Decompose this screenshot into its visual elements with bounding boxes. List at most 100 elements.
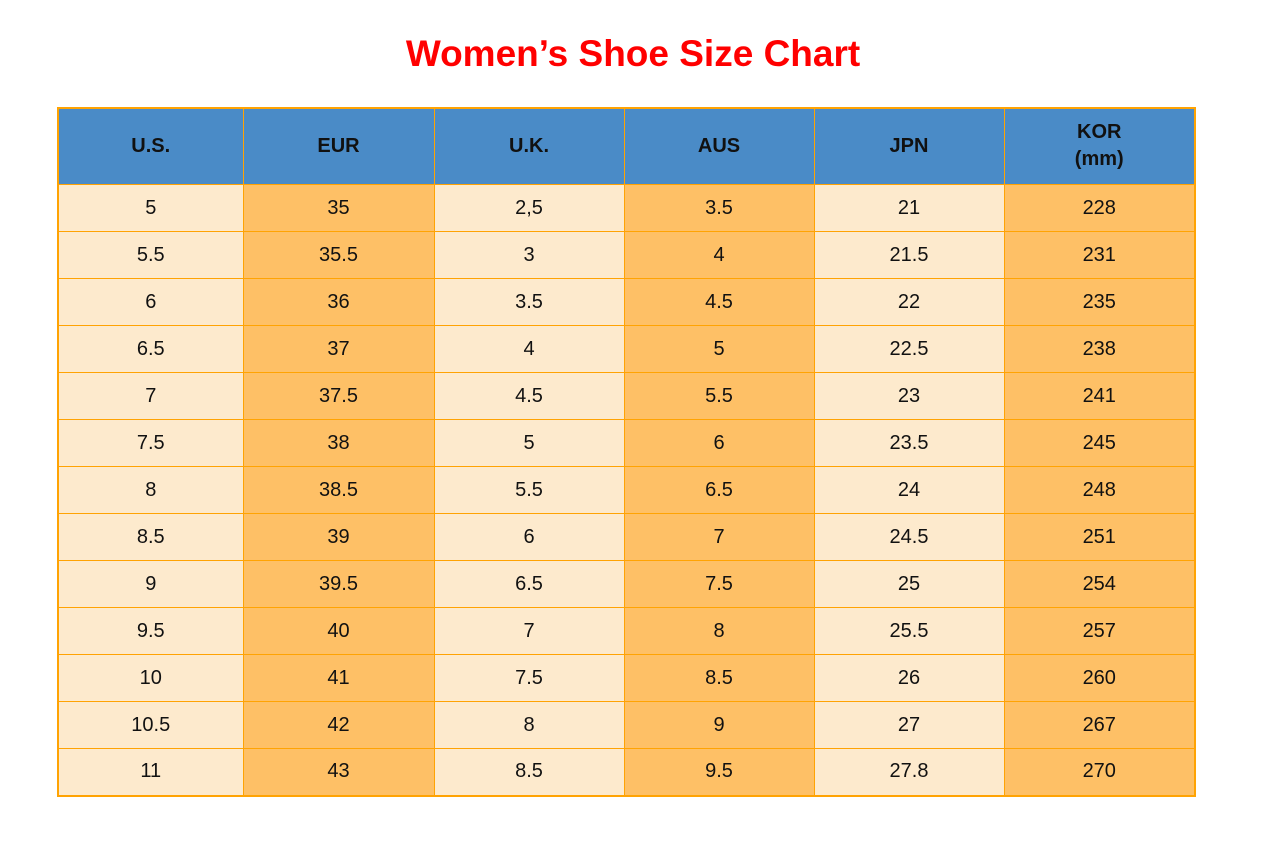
cell-uk: 4	[433, 325, 625, 374]
cell-aus: 8.5	[623, 654, 815, 703]
cell-uk: 4.5	[433, 372, 625, 421]
table-row: 6 36 3.5 4.5 22 235	[57, 278, 1196, 327]
header-cell-aus: AUS	[623, 107, 815, 186]
cell-kor: 267	[1003, 701, 1196, 750]
cell-aus: 5	[623, 325, 815, 374]
cell-aus: 4.5	[623, 278, 815, 327]
cell-eur: 39	[242, 513, 435, 562]
cell-us: 5	[57, 184, 244, 233]
table-row: 7 37.5 4.5 5.5 23 241	[57, 372, 1196, 421]
shoe-size-table: U.S. EUR U.K. AUS JPN KOR (mm) 5 35 2,5 3.5 21 228 5…	[57, 106, 1196, 797]
header-cell-eur: EUR	[242, 107, 435, 186]
cell-us: 8.5	[57, 513, 244, 562]
cell-eur: 39.5	[242, 560, 435, 609]
cell-aus: 4	[623, 231, 815, 280]
cell-kor: 257	[1003, 607, 1196, 656]
table-row: 6.5 37 4 5 22.5 238	[57, 325, 1196, 374]
cell-jpn: 23.5	[813, 419, 1005, 468]
cell-jpn: 27.8	[813, 748, 1005, 797]
cell-kor: 228	[1003, 184, 1196, 233]
page-title: Women’s Shoe Size Chart	[405, 33, 861, 74]
cell-jpn: 25.5	[813, 607, 1005, 656]
cell-uk: 2,5	[433, 184, 625, 233]
cell-uk: 7.5	[433, 654, 625, 703]
header-sublabel: (mm)	[1074, 148, 1124, 171]
header-label: KOR	[1077, 121, 1122, 144]
cell-kor: 270	[1003, 748, 1196, 797]
cell-kor: 231	[1003, 231, 1196, 280]
table-header: U.S. EUR U.K. AUS JPN KOR (mm)	[57, 107, 1196, 186]
cell-us: 6	[57, 278, 244, 327]
cell-kor: 235	[1003, 278, 1196, 327]
header-cell-uk: U.K.	[433, 107, 625, 186]
cell-eur: 38	[242, 419, 435, 468]
cell-jpn: 24	[813, 466, 1005, 515]
table-row: 11 43 8.5 9.5 27.8 270	[57, 748, 1196, 797]
cell-uk: 5	[433, 419, 625, 468]
table-row: 7.5 38 5 6 23.5 245	[57, 419, 1196, 468]
cell-aus: 7.5	[623, 560, 815, 609]
cell-jpn: 22.5	[813, 325, 1005, 374]
cell-eur: 38.5	[242, 466, 435, 515]
cell-kor: 254	[1003, 560, 1196, 609]
cell-kor: 238	[1003, 325, 1196, 374]
cell-eur: 36	[242, 278, 435, 327]
cell-us: 9	[57, 560, 244, 609]
cell-us: 5.5	[57, 231, 244, 280]
cell-uk: 8.5	[433, 748, 625, 797]
table-row: 5.5 35.5 3 4 21.5 231	[57, 231, 1196, 280]
header-row: U.S. EUR U.K. AUS JPN KOR (mm)	[57, 107, 1196, 186]
cell-eur: 35.5	[242, 231, 435, 280]
cell-us: 8	[57, 466, 244, 515]
table-row: 8 38.5 5.5 6.5 24 248	[57, 466, 1196, 515]
cell-aus: 6	[623, 419, 815, 468]
cell-uk: 5.5	[433, 466, 625, 515]
cell-kor: 245	[1003, 419, 1196, 468]
cell-us: 7	[57, 372, 244, 421]
cell-kor: 260	[1003, 654, 1196, 703]
table-row: 10.5 42 8 9 27 267	[57, 701, 1196, 750]
cell-uk: 6	[433, 513, 625, 562]
cell-aus: 3.5	[623, 184, 815, 233]
cell-jpn: 24.5	[813, 513, 1005, 562]
header-cell-us: U.S.	[57, 107, 244, 186]
cell-eur: 37	[242, 325, 435, 374]
cell-us: 10.5	[57, 701, 244, 750]
cell-us: 10	[57, 654, 244, 703]
table-row: 9.5 40 7 8 25.5 257	[57, 607, 1196, 656]
cell-jpn: 25	[813, 560, 1005, 609]
cell-eur: 42	[242, 701, 435, 750]
cell-eur: 43	[242, 748, 435, 797]
cell-aus: 5.5	[623, 372, 815, 421]
cell-jpn: 21.5	[813, 231, 1005, 280]
cell-jpn: 21	[813, 184, 1005, 233]
cell-uk: 7	[433, 607, 625, 656]
header-cell-kor: KOR (mm)	[1003, 107, 1196, 186]
cell-aus: 9.5	[623, 748, 815, 797]
table-row: 8.5 39 6 7 24.5 251	[57, 513, 1196, 562]
cell-uk: 8	[433, 701, 625, 750]
cell-uk: 6.5	[433, 560, 625, 609]
table-row: 5 35 2,5 3.5 21 228	[57, 184, 1196, 233]
cell-kor: 251	[1003, 513, 1196, 562]
cell-kor: 248	[1003, 466, 1196, 515]
cell-aus: 7	[623, 513, 815, 562]
cell-eur: 35	[242, 184, 435, 233]
table-row: 9 39.5 6.5 7.5 25 254	[57, 560, 1196, 609]
cell-jpn: 23	[813, 372, 1005, 421]
table-body: 5 35 2,5 3.5 21 228 5.5 35.5 3 4 21.5 231 6 36 3.5 4.5 2…	[57, 184, 1196, 797]
cell-uk: 3	[433, 231, 625, 280]
cell-aus: 9	[623, 701, 815, 750]
cell-us: 7.5	[57, 419, 244, 468]
cell-us: 9.5	[57, 607, 244, 656]
header-cell-jpn: JPN	[813, 107, 1005, 186]
cell-aus: 6.5	[623, 466, 815, 515]
cell-jpn: 27	[813, 701, 1005, 750]
cell-eur: 37.5	[242, 372, 435, 421]
table-row: 10 41 7.5 8.5 26 260	[57, 654, 1196, 703]
cell-jpn: 26	[813, 654, 1005, 703]
cell-eur: 41	[242, 654, 435, 703]
cell-uk: 3.5	[433, 278, 625, 327]
cell-us: 11	[57, 748, 244, 797]
